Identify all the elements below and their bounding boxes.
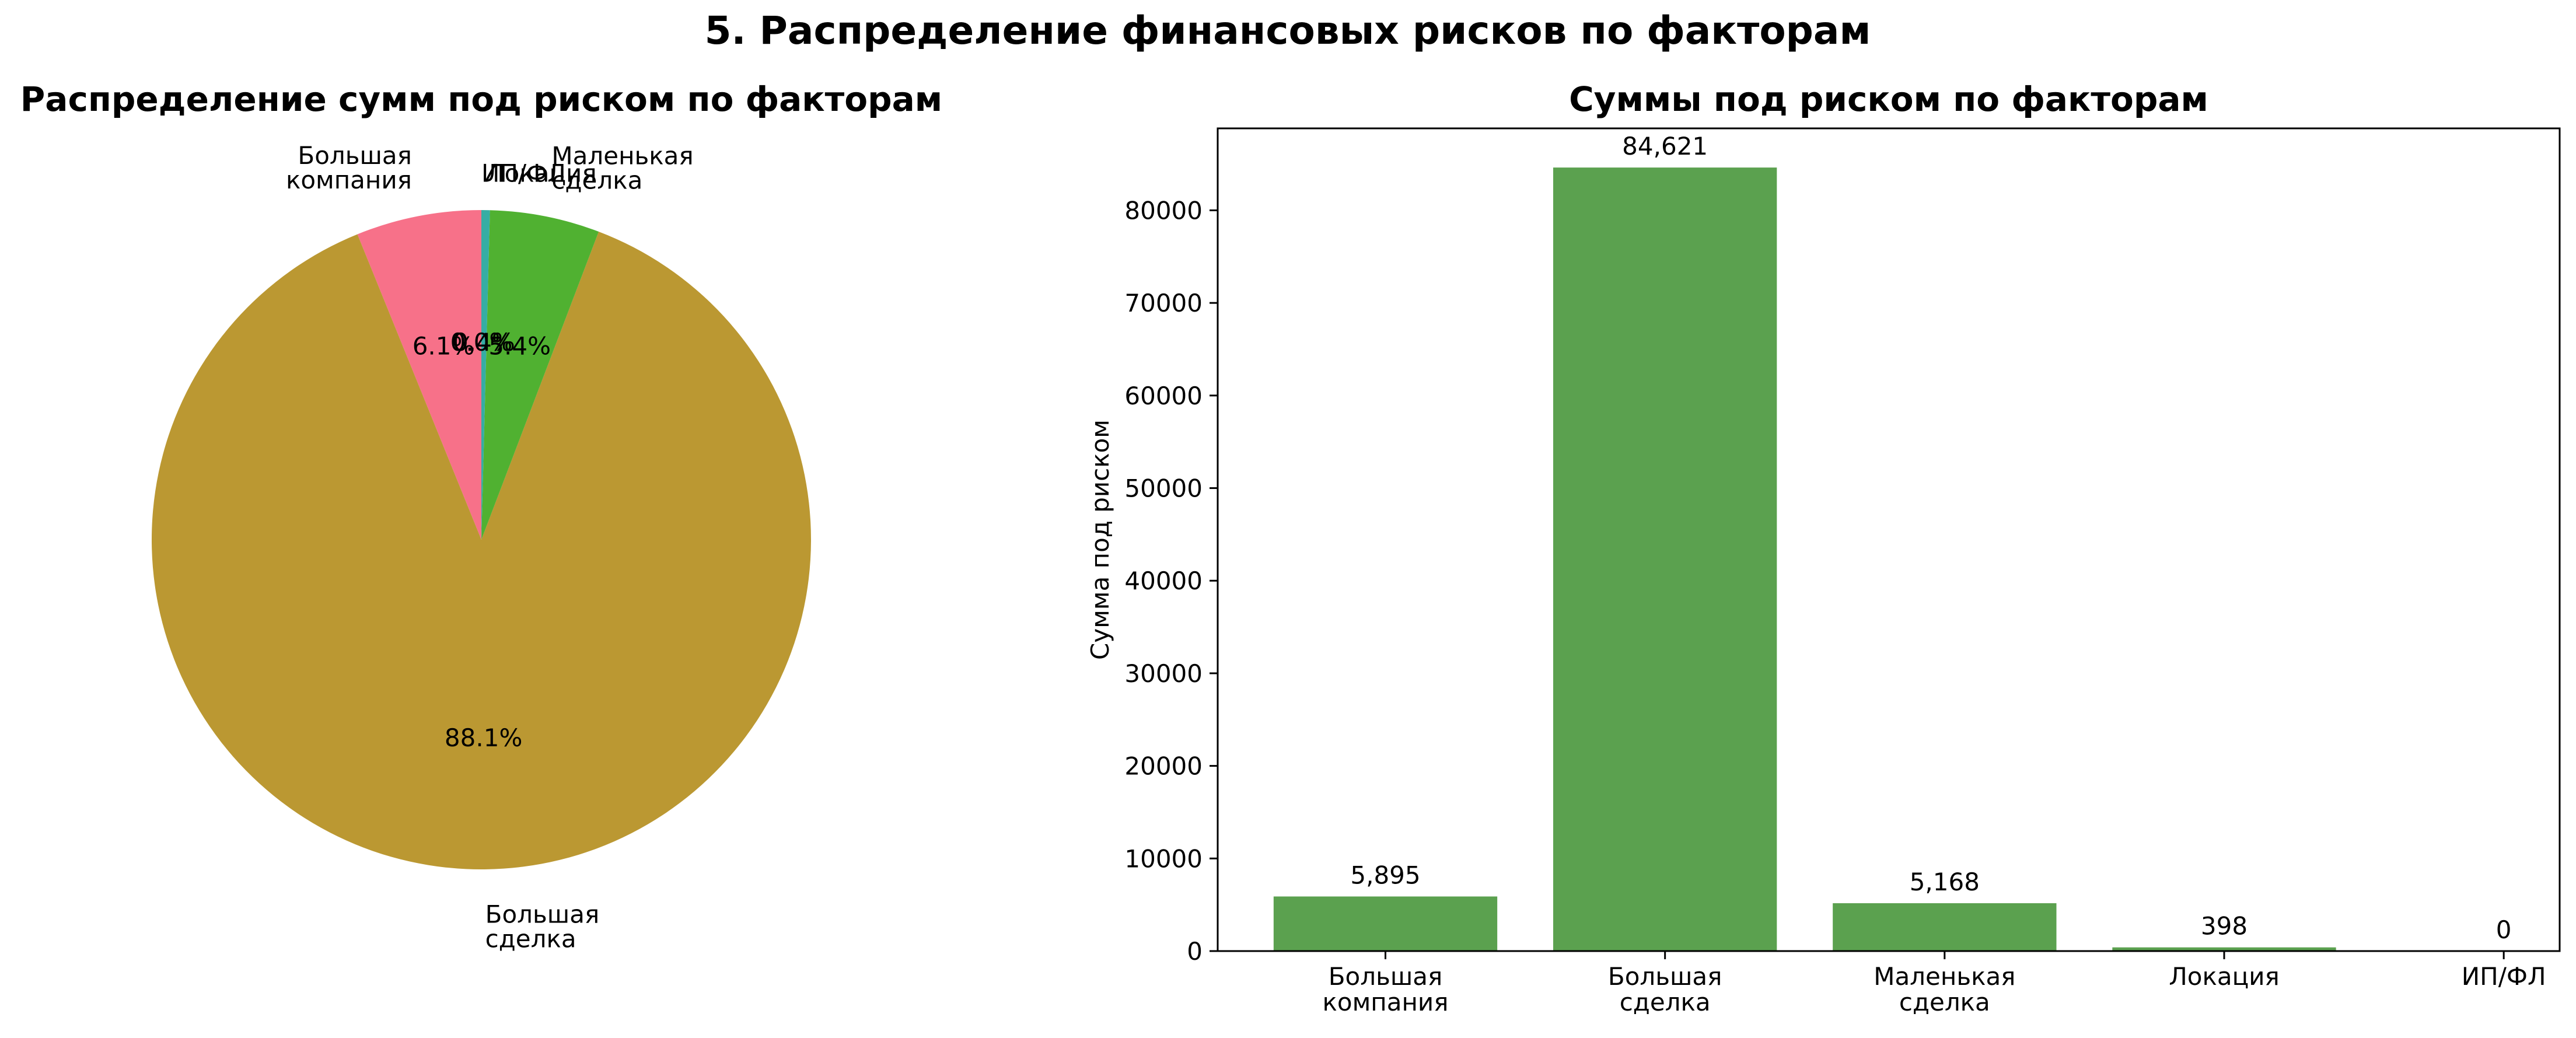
pie-label-большая-сделка: Большая сделка [485,900,600,953]
bar-chart: Суммы под риском по факторам 5,895 84,621… [1086,79,2561,1016]
pie-percent-локация: 0.4% [453,328,515,357]
plot-frame [1217,127,2561,952]
y-tick-label: 30000 [1124,659,1203,688]
pie-label-большая-компания: Большая компания [286,141,412,194]
bar-value-label-ип-фл: 0 [2496,915,2512,944]
x-tick-label-большая-компания: Большая компания [1323,962,1449,1016]
y-tick-label: 0 [1187,937,1203,966]
bar-большая-компания [1273,896,1498,951]
y-tick-label: 50000 [1124,474,1203,503]
bar-value-label-маленькая-сделка: 5,168 [1910,868,1980,896]
pie-slice-маленькая-сделка [481,210,599,540]
x-axis: Большая компания Большая сделка Маленькая сде… [1323,951,2546,1016]
y-axis: 0 10000 20000 30000 40000 50000 60000 70000 8000… [1124,196,1218,966]
pie-percent-большая-компания: 6.1% [413,331,475,360]
pie-slices [151,210,811,870]
pie-label-маленькая-сделка: Маленькая сделка [551,141,693,194]
bar-marks: 5,895 84,621 5,168 398 0 [1273,132,2512,951]
bar-value-label-большая-сделка: 84,621 [1622,132,1708,160]
y-tick-label: 40000 [1124,567,1203,595]
bar-маленькая-сделка [1833,903,2057,951]
y-tick-label: 70000 [1124,289,1203,317]
pie-slice-локация [481,210,490,540]
bar-локация [2112,947,2336,951]
x-tick-label-локация: Локация [2169,962,2280,991]
pie-chart-title: Распределение сумм под риском по фактора… [20,79,942,119]
bar-большая-сделка [1553,167,1777,951]
bar-chart-title: Суммы под риском по факторам [1569,79,2208,119]
pie-label-локация: Локация [486,159,597,188]
x-tick-label-большая-сделка: Большая сделка [1608,962,1722,1016]
x-tick-label-маленькая-сделка: Маленькая сделка [1874,962,2015,1016]
y-tick-label: 10000 [1124,844,1203,873]
y-tick-label: 20000 [1124,752,1203,781]
y-axis-label: Сумма под риском [1086,420,1114,660]
pie-percent-маленькая-сделка: 5.4% [488,331,551,360]
bar-value-label-большая-компания: 5,895 [1350,861,1420,889]
pie-labels: 6.1% Большая компания 88.1% Большая сделка 5.4… [286,141,694,953]
pie-slice-большая-компания [357,210,481,540]
pie-percent-ип-фл: 0.0% [450,328,513,357]
pie-label-ип-фл: ИП/ФЛ [481,159,566,188]
pie-chart: Распределение сумм под риском по фактора… [20,79,942,953]
y-tick-label: 60000 [1124,382,1203,410]
x-tick-label-ип-фл: ИП/ФЛ [2462,962,2546,991]
bar-value-label-локация: 398 [2201,912,2248,941]
pie-percent-большая-сделка: 88.1% [445,724,522,752]
y-tick-label: 80000 [1124,196,1203,225]
pie-slice-большая-сделка [151,232,811,870]
figure-suptitle: 5. Распределение финансовых рисков по фа… [705,8,1871,53]
